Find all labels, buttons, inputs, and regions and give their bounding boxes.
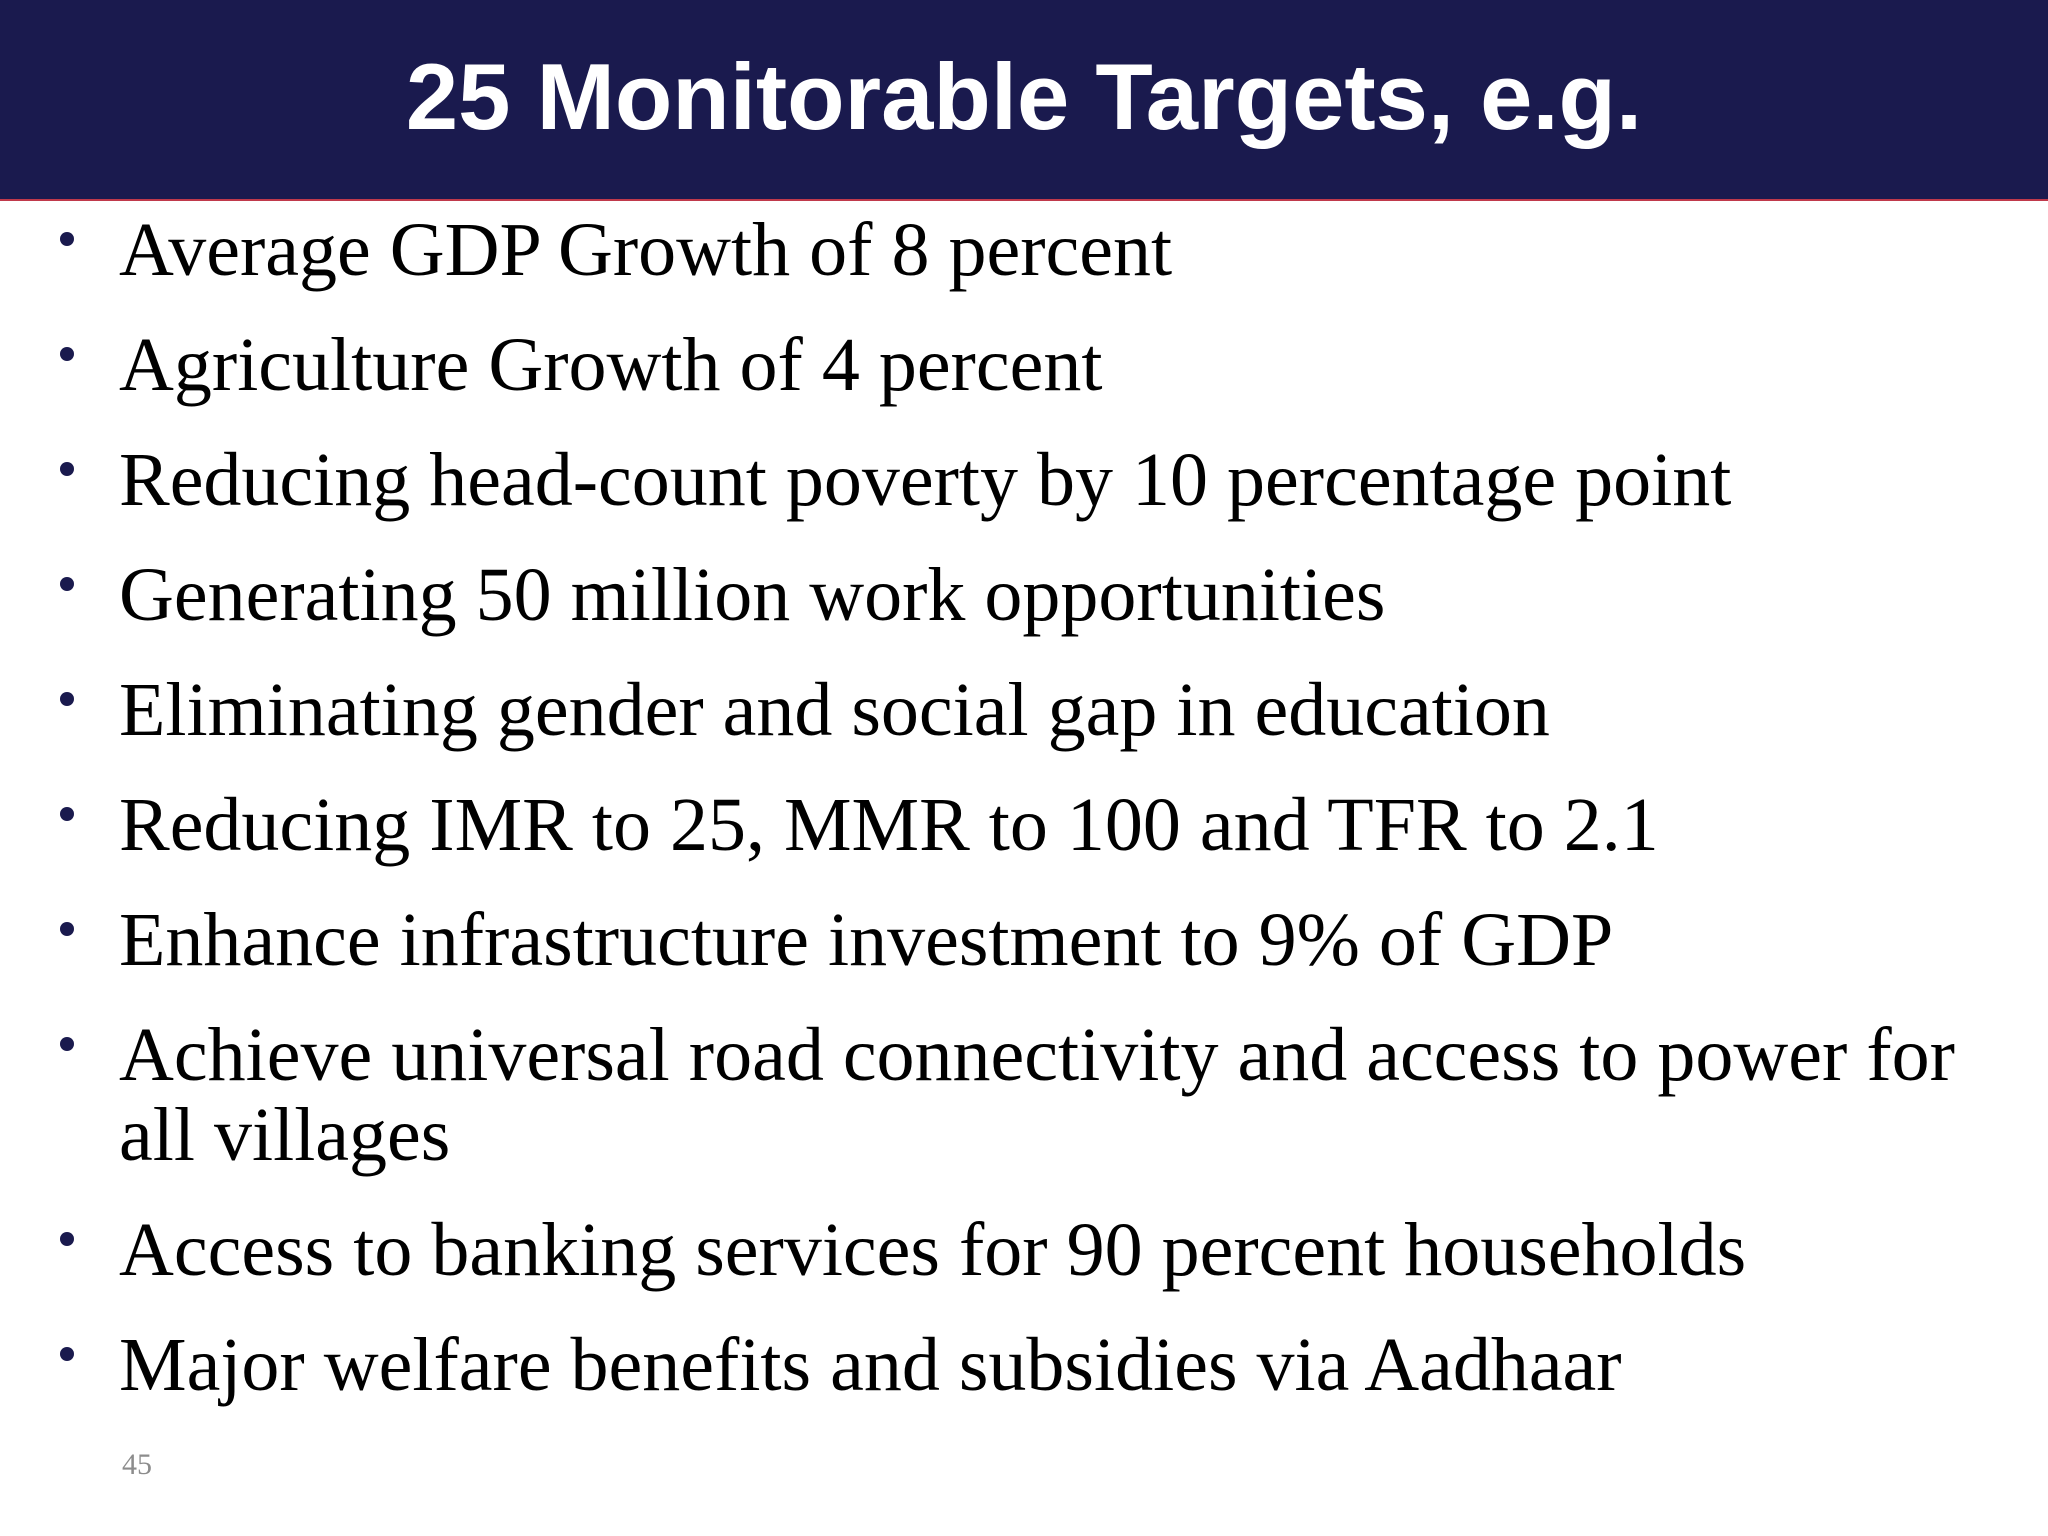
bullet-item: Agriculture Growth of 4 percent <box>0 325 2048 405</box>
bullet-item: Enhance infrastructure investment to 9% … <box>0 900 2048 980</box>
bullet-marker-icon <box>60 577 74 591</box>
bullet-marker-icon <box>60 807 74 821</box>
bullet-item: Average GDP Growth of 8 percent <box>0 210 2048 290</box>
bullet-text: Major welfare benefits and subsidies via… <box>119 1323 1622 1407</box>
bullet-item: Generating 50 million work opportunities <box>0 555 2048 635</box>
bullet-text: Achieve universal road connectivity and … <box>119 1013 1955 1177</box>
slide-title: 25 Monitorable Targets, e.g. <box>405 43 1643 149</box>
bullet-text: Eliminating gender and social gap in edu… <box>119 668 1550 752</box>
bullet-marker-icon <box>60 347 74 361</box>
bullet-text: Access to banking services for 90 percen… <box>119 1208 1747 1292</box>
page-number: 45 <box>122 1448 152 1481</box>
bullet-list: Average GDP Growth of 8 percent Agricult… <box>0 210 2048 1440</box>
bullet-text: Generating 50 million work opportunities <box>119 553 1386 637</box>
bullet-item: Eliminating gender and social gap in edu… <box>0 670 2048 750</box>
bullet-marker-icon <box>60 692 74 706</box>
bullet-text: Agriculture Growth of 4 percent <box>119 323 1103 407</box>
bullet-text: Enhance infrastructure investment to 9% … <box>119 898 1614 982</box>
title-bar: 25 Monitorable Targets, e.g. <box>0 0 2048 201</box>
bullet-marker-icon <box>60 1037 74 1051</box>
bullet-item: Access to banking services for 90 percen… <box>0 1210 2048 1290</box>
bullet-text: Reducing IMR to 25, MMR to 100 and TFR t… <box>119 783 1659 867</box>
bullet-marker-icon <box>60 1347 74 1361</box>
bullet-text: Average GDP Growth of 8 percent <box>119 208 1173 292</box>
bullet-item: Major welfare benefits and subsidies via… <box>0 1325 2048 1405</box>
bullet-item: Reducing head-count poverty by 10 percen… <box>0 440 2048 520</box>
bullet-marker-icon <box>60 232 74 246</box>
bullet-marker-icon <box>60 462 74 476</box>
bullet-text: Reducing head-count poverty by 10 percen… <box>119 438 1732 522</box>
bullet-item: Reducing IMR to 25, MMR to 100 and TFR t… <box>0 785 2048 865</box>
bullet-marker-icon <box>60 922 74 936</box>
bullet-marker-icon <box>60 1232 74 1246</box>
bullet-item: Achieve universal road connectivity and … <box>0 1015 2048 1175</box>
